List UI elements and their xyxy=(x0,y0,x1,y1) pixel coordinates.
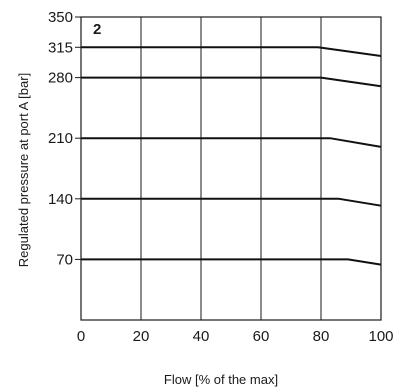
series-line xyxy=(81,258,382,266)
x-tick-label: 0 xyxy=(77,328,85,345)
y-tick-label: 140 xyxy=(48,191,73,208)
tick-labels: 0 20 40 60 80 100 70 140 210 280 315 350 xyxy=(48,9,394,345)
y-tick-label: 210 xyxy=(48,130,73,147)
y-tick-label: 315 xyxy=(48,39,73,56)
y-axis-title: Regulated pressure at port A [bar] xyxy=(16,73,31,267)
x-tick-label: 80 xyxy=(313,328,330,345)
panel-label: 2 xyxy=(93,21,101,38)
x-tick-label: 100 xyxy=(368,328,393,345)
y-tick-label: 280 xyxy=(48,70,73,87)
x-axis-title: Flow [% of the max] xyxy=(164,372,278,387)
x-tick-label: 60 xyxy=(253,328,270,345)
grid-lines xyxy=(140,17,322,320)
series-line xyxy=(81,197,382,207)
x-tick-label: 40 xyxy=(193,328,210,345)
series-lines xyxy=(81,46,382,266)
plot-frame xyxy=(80,16,382,321)
series-line xyxy=(81,76,382,88)
series-line xyxy=(81,46,382,57)
y-tick-label: 70 xyxy=(56,251,73,268)
series-line xyxy=(81,137,382,148)
x-tick-label: 20 xyxy=(133,328,150,345)
y-tick-label: 350 xyxy=(48,9,73,26)
